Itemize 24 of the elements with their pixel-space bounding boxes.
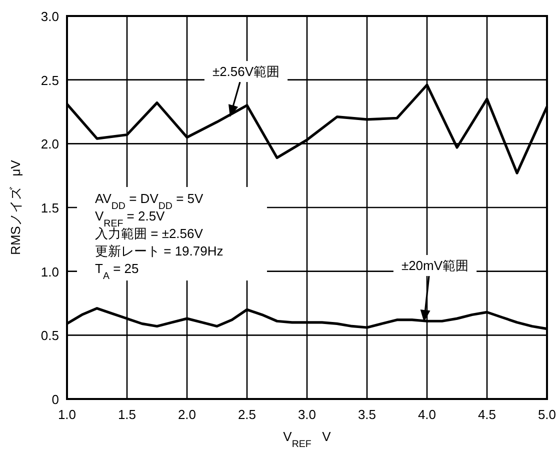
x-tick-label: 1.0 — [58, 407, 76, 422]
annotation: T$_{A}$ = 25 — [95, 261, 139, 282]
annotation: ±2.56V範囲 — [212, 64, 280, 79]
y-tick-label: 0 — [52, 392, 59, 407]
x-tick-label: 5.0 — [538, 407, 556, 422]
annotation: 更新レート = 19.79Hz — [95, 244, 224, 258]
y-tick-label: 3.0 — [40, 9, 59, 24]
x-axis-title: V$_{REF}$ V — [283, 429, 332, 450]
y-tick-label: 2.5 — [40, 72, 59, 88]
x-tick-label: 1.5 — [118, 407, 136, 422]
annotation: AV$_{DD}$ = DV$_{DD}$ = 5V — [95, 191, 204, 212]
y-tick-label: 2.0 — [40, 136, 59, 152]
y-tick-label: 0.5 — [40, 328, 59, 344]
x-tick-label: 2.0 — [178, 407, 196, 422]
y-tick-label: 1.5 — [40, 200, 59, 216]
annotation: 入力範囲 = ±2.56V — [95, 226, 204, 241]
x-tick-label: 4.0 — [418, 407, 436, 422]
x-tick-label: 4.5 — [478, 407, 496, 422]
y-tick-label: 1.0 — [40, 264, 59, 280]
y-axis-title: RMSノイズ μV — [8, 160, 23, 255]
annotation: ±20mV範囲 — [401, 258, 469, 273]
x-tick-label: 2.5 — [238, 407, 256, 422]
x-tick-label: 3.5 — [358, 407, 376, 422]
x-tick-label: 3.0 — [298, 407, 316, 422]
